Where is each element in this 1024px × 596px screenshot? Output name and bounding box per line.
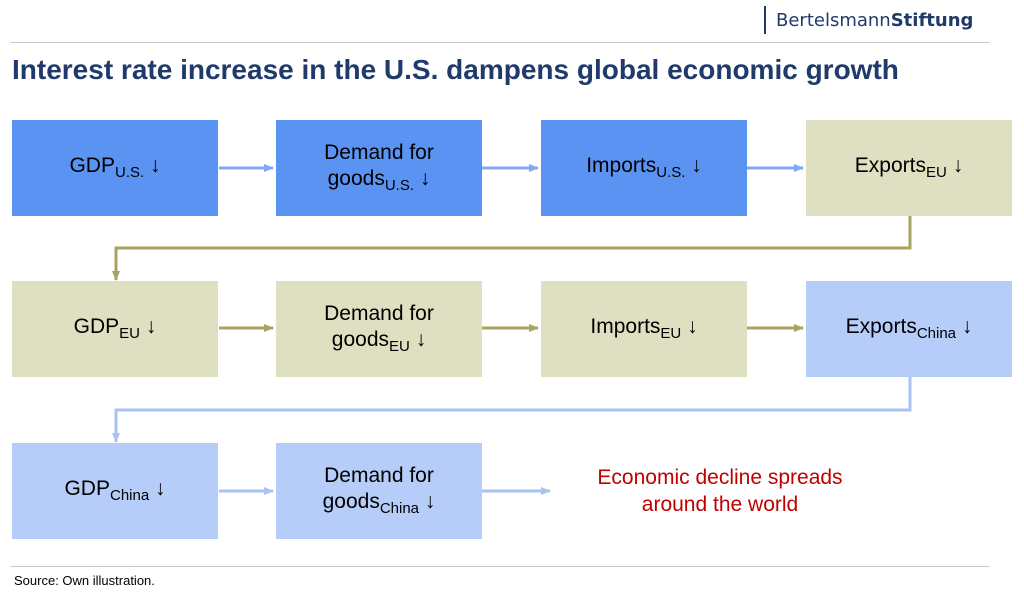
box-gdp-eu: GDPEU ↓: [12, 281, 218, 377]
down-arrow-icon: ↓: [952, 154, 964, 178]
down-arrow-icon: ↓: [415, 328, 427, 352]
down-arrow-icon: ↓: [691, 154, 702, 178]
down-arrow-icon: ↓: [155, 477, 166, 501]
down-arrow-icon: ↓: [419, 167, 431, 191]
box-demand-eu: Demand for goodsEU ↓: [276, 281, 482, 377]
source-note: Source: Own illustration.: [14, 573, 155, 588]
box-demand-china: Demand for goodsChina ↓: [276, 443, 482, 539]
down-arrow-icon: ↓: [961, 315, 973, 339]
box-exports-china: ExportsChina ↓: [806, 281, 1012, 377]
logo-text-part2: Stiftung: [890, 9, 974, 31]
page-title: Interest rate increase in the U.S. dampe…: [12, 54, 899, 85]
arrow-exports-china-to-gdp-china: [112, 376, 912, 443]
box-gdp-us: GDPU.S. ↓: [12, 120, 218, 216]
down-arrow-icon: ↓: [687, 315, 698, 339]
conclusion-text: Economic decline spreads around the worl…: [597, 466, 843, 517]
arrow-exports-eu-to-gdp-eu: [112, 216, 912, 281]
box-imports-eu: ImportsEU ↓: [541, 281, 747, 377]
header-divider: [10, 42, 990, 43]
box-imports-us: ImportsU.S. ↓: [541, 120, 747, 216]
logo-text-part1: Bertelsmann: [776, 9, 891, 31]
box-exports-eu: ExportsEU ↓: [806, 120, 1012, 216]
down-arrow-icon: ↓: [145, 315, 157, 339]
down-arrow-icon: ↓: [150, 154, 161, 178]
box-demand-us: Demand for goodsU.S. ↓: [276, 120, 482, 216]
down-arrow-icon: ↓: [424, 490, 436, 514]
bertelsmann-stiftung-logo: Bertelsmann Stiftung: [764, 6, 973, 34]
footer-divider: [10, 566, 990, 567]
box-gdp-china: GDPChina ↓: [12, 443, 218, 539]
